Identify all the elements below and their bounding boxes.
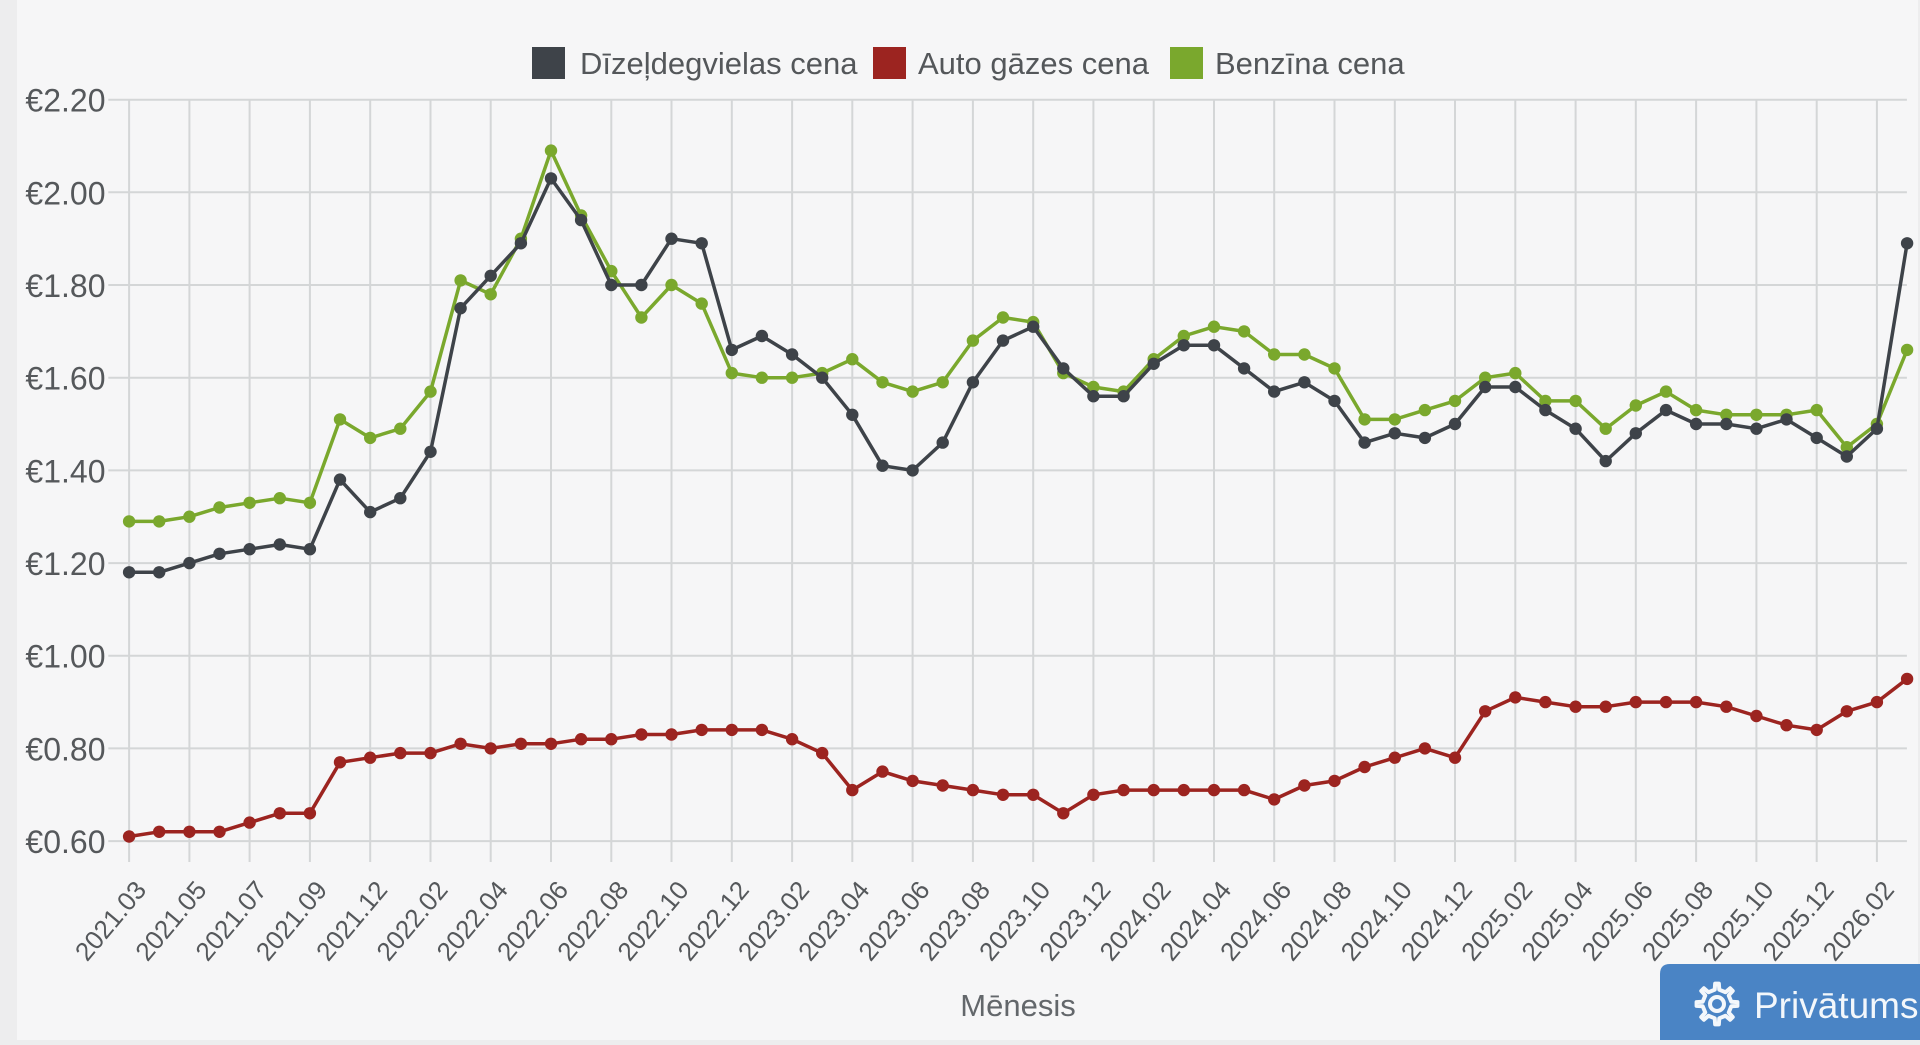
svg-text:Privātums: Privātums bbox=[1754, 985, 1918, 1026]
svg-text:€0.80: €0.80 bbox=[25, 731, 105, 767]
svg-text:Dīzeļdegvielas cena: Dīzeļdegvielas cena bbox=[580, 46, 858, 81]
svg-text:Auto gāzes cena: Auto gāzes cena bbox=[918, 46, 1150, 81]
svg-text:€2.00: €2.00 bbox=[25, 175, 105, 211]
svg-text:Mēnesis: Mēnesis bbox=[960, 988, 1075, 1023]
svg-text:€1.20: €1.20 bbox=[25, 546, 105, 582]
svg-text:€1.00: €1.00 bbox=[25, 639, 105, 675]
svg-text:€1.40: €1.40 bbox=[25, 453, 105, 489]
svg-text:€0.60: €0.60 bbox=[25, 824, 105, 860]
svg-text:€2.20: €2.20 bbox=[25, 83, 105, 119]
svg-text:€1.60: €1.60 bbox=[25, 361, 105, 397]
svg-text:€1.80: €1.80 bbox=[25, 268, 105, 304]
svg-text:Benzīna cena: Benzīna cena bbox=[1215, 46, 1405, 81]
